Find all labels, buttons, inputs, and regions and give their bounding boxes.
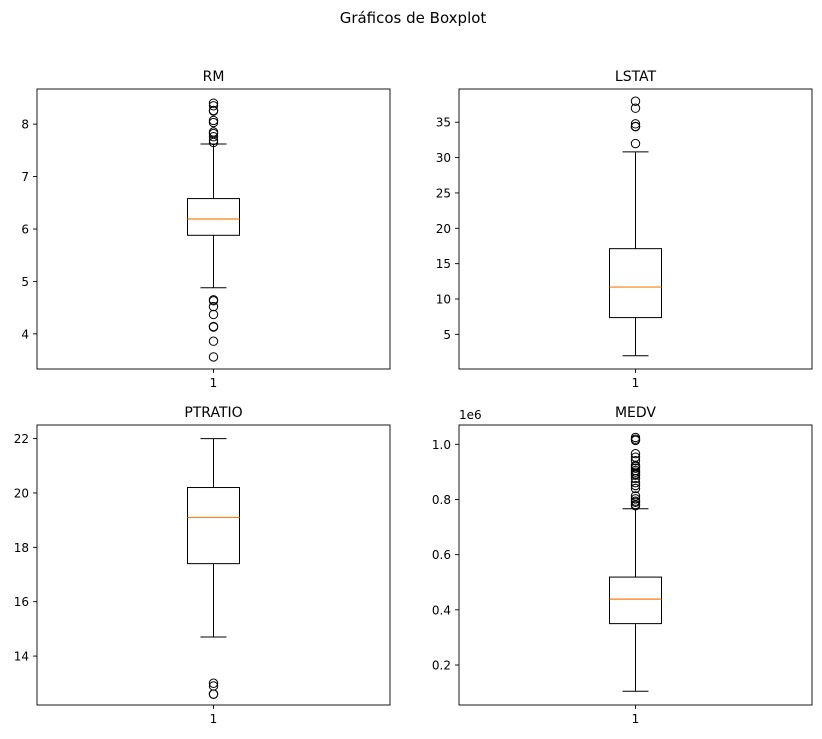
- y-tick-label: 0.6: [432, 548, 451, 562]
- outlier-point: [630, 448, 641, 459]
- y-tick-label: 16: [14, 595, 29, 609]
- subplot-lstat: LSTAT 5 10 15 20 25 30 35 1: [436, 69, 813, 390]
- y-tick-label: 1.0: [432, 438, 451, 452]
- y-tick-label: 20: [14, 486, 29, 500]
- axis-offset-text: 1e6: [459, 408, 482, 422]
- box: [609, 576, 662, 625]
- figure-title: Gráficos de Boxplot: [340, 9, 487, 27]
- x-tick-label: 1: [210, 712, 218, 726]
- subplot-ptratio: PTRATIO 14 16 18 20 22 1: [14, 405, 391, 726]
- outlier-point: [630, 121, 641, 132]
- outlier-point: [630, 477, 641, 488]
- y-tick-label: 30: [436, 151, 451, 165]
- outlier-point: [630, 494, 641, 504]
- y-tick-label: 14: [14, 650, 29, 664]
- outlier-point: [630, 138, 641, 149]
- box: [187, 198, 240, 236]
- outlier-point: [630, 455, 641, 466]
- x-tick-label: 1: [210, 376, 218, 390]
- y-tick-label: 20: [436, 222, 451, 236]
- outlier-point: [630, 483, 641, 494]
- x-tick-label: 1: [632, 712, 640, 726]
- y-tick-label: 10: [436, 293, 451, 307]
- outlier-point: [630, 473, 641, 484]
- axes-frame: [36, 424, 391, 706]
- y-tick-label: 5: [443, 328, 451, 342]
- y-tick-label: 15: [436, 257, 451, 271]
- outlier-point: [630, 435, 641, 446]
- outlier-point: [630, 103, 641, 113]
- outlier-point: [208, 309, 219, 320]
- outlier-point: [208, 98, 219, 108]
- y-tick-label: 6: [21, 223, 29, 237]
- y-tick-label: 4: [21, 327, 29, 341]
- y-tick-label: 22: [14, 432, 29, 446]
- outlier-point: [630, 501, 641, 511]
- outlier-point: [208, 689, 219, 699]
- y-tick-label: 0.2: [432, 659, 451, 673]
- outlier-point: [630, 119, 641, 129]
- subplot-title: LSTAT: [615, 69, 657, 85]
- outlier-point: [208, 128, 219, 139]
- y-tick-label: 35: [436, 116, 451, 130]
- outlier-point: [208, 106, 219, 116]
- subplot-medv: MEDV 0.2 0.4 0.6 0.8 1.0 1e6 1: [432, 405, 813, 726]
- outlier-point: [630, 96, 641, 106]
- outlier-point: [208, 301, 219, 312]
- outlier-point: [208, 322, 219, 332]
- outlier-point: [208, 115, 219, 126]
- subplot-title: MEDV: [615, 405, 656, 421]
- axes-frame: [458, 424, 813, 706]
- outlier-point: [208, 296, 219, 306]
- outlier-point: [208, 352, 219, 362]
- outlier-point: [208, 117, 219, 128]
- y-tick-label: 25: [436, 186, 451, 200]
- outlier-point: [208, 336, 219, 346]
- outlier-point: [208, 132, 219, 142]
- box: [609, 248, 662, 319]
- box: [187, 487, 240, 565]
- y-tick-label: 0.8: [432, 493, 451, 507]
- y-tick-label: 8: [21, 118, 29, 132]
- subplot-rm: RM 4 5 6 7 8 1: [21, 69, 391, 390]
- y-tick-label: 5: [21, 275, 29, 289]
- axes-frame: [458, 88, 813, 370]
- outlier-point: [630, 480, 641, 491]
- y-tick-label: 0.4: [432, 603, 451, 617]
- subplot-title: PTRATIO: [184, 405, 242, 421]
- x-tick-label: 1: [632, 376, 640, 390]
- outlier-point: [630, 463, 641, 473]
- outlier-point: [630, 497, 641, 508]
- outlier-point: [208, 678, 219, 688]
- axes-frame: [36, 88, 391, 370]
- outlier-point: [208, 137, 219, 148]
- outlier-point: [630, 470, 641, 480]
- subplot-title: RM: [203, 69, 225, 85]
- y-tick-label: 18: [14, 541, 29, 555]
- outlier-point: [208, 101, 219, 111]
- y-tick-label: 7: [21, 170, 29, 184]
